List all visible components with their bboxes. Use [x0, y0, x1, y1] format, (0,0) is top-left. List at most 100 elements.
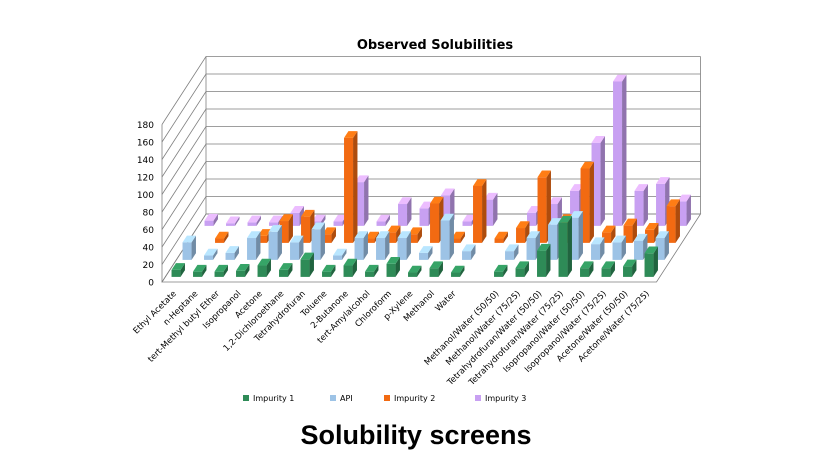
bar-side: [546, 243, 551, 277]
bar-impurity-3-0: [204, 213, 218, 226]
bar-side: [342, 248, 347, 260]
bar-front: [591, 244, 601, 260]
bar-side: [600, 237, 605, 260]
bar-side: [395, 256, 400, 277]
bar-side: [245, 263, 250, 277]
bar-impurity-3-1: [226, 216, 240, 226]
bar-top: [591, 237, 605, 245]
bar-side: [256, 215, 261, 226]
bar-side: [234, 246, 239, 260]
bar-api-4: [268, 225, 282, 260]
bar-side: [589, 161, 594, 243]
bar-front: [526, 238, 536, 260]
y-tick-label: 20: [143, 261, 155, 271]
bar-front: [398, 204, 408, 226]
legend-label-2: Impurity 2: [394, 394, 435, 403]
bar-side: [277, 225, 282, 260]
bar-impurity-1-8: [343, 258, 357, 277]
bar-impurity-1-4: [257, 258, 271, 277]
bar-front: [290, 242, 300, 260]
bar-impurity-1-1: [193, 264, 207, 277]
bar-side: [653, 246, 658, 277]
bar-impurity-3-19: [613, 74, 627, 226]
bar-impurity-1-15: [494, 264, 508, 277]
bar-side: [364, 175, 369, 226]
bar-impurity-2-20: [623, 218, 637, 243]
bar-top: [494, 264, 508, 272]
bar-top: [333, 214, 347, 222]
bar-top: [429, 261, 443, 269]
bar-front: [333, 255, 343, 260]
bar-impurity-1-5: [279, 263, 293, 277]
bar-front: [236, 270, 246, 277]
bar-side: [578, 211, 583, 260]
bar-top: [515, 261, 529, 269]
bar-side: [460, 265, 465, 277]
bar-top: [300, 252, 314, 260]
bar-front: [257, 265, 267, 277]
y-tick-label: 60: [143, 226, 155, 236]
bar-top: [290, 205, 304, 213]
bar-front: [429, 268, 439, 277]
y-tick-label: 160: [137, 139, 154, 149]
bar-side: [213, 248, 218, 260]
y-tick-label: 40: [143, 244, 155, 254]
bar-side: [589, 261, 594, 277]
bar-side: [385, 231, 390, 260]
bar-api-0: [182, 235, 196, 260]
bar-impurity-3-8: [376, 214, 390, 226]
bar-front: [473, 186, 483, 243]
bar-impurity-1-20: [601, 261, 615, 277]
bar-top: [398, 197, 412, 205]
bar-side: [524, 261, 529, 277]
bar-impurity-1-0: [171, 263, 185, 277]
bar-side: [256, 231, 261, 260]
bar-top: [312, 214, 326, 222]
bar-side: [223, 264, 228, 277]
bar-side: [503, 264, 508, 277]
bar-side: [503, 231, 508, 243]
bar-front: [311, 229, 321, 260]
bar-front: [623, 266, 633, 277]
bar-side: [611, 225, 616, 243]
bar-impurity-1-2: [214, 264, 228, 277]
bar-api-2: [225, 246, 239, 260]
bar-api-11: [419, 246, 433, 260]
bar-side: [482, 179, 487, 243]
bar-top: [322, 227, 336, 235]
bar-api-5: [290, 235, 304, 260]
bar-impurity-1-13: [451, 265, 465, 277]
bar-front: [171, 269, 181, 277]
bar-side: [460, 231, 465, 243]
bar-side: [235, 216, 240, 226]
y-tick-label: 80: [143, 209, 155, 219]
bar-impurity-3-2: [247, 215, 261, 226]
bar-side: [407, 197, 412, 226]
bar-top: [580, 261, 594, 269]
bar-side: [621, 235, 626, 260]
bar-top: [623, 218, 637, 226]
bar-front: [612, 242, 622, 260]
bar-front: [634, 190, 644, 226]
bar-impurity-1-22: [644, 246, 658, 277]
bar-top: [257, 258, 271, 266]
bar-top: [365, 231, 379, 239]
bar-top: [376, 231, 390, 239]
bar-api-9: [376, 231, 390, 260]
bar-side: [493, 192, 498, 226]
bar-top: [408, 227, 422, 235]
bar-front: [537, 177, 547, 243]
bar-top: [473, 179, 487, 187]
bar-top: [548, 197, 562, 205]
bar-top: [182, 235, 196, 243]
bar-top: [386, 256, 400, 264]
bar-top: [570, 184, 584, 191]
bar-front: [322, 271, 332, 277]
bar-side: [632, 259, 637, 277]
bar-front: [193, 271, 203, 277]
bar-top: [215, 231, 229, 239]
bar-side: [374, 264, 379, 277]
bar-side: [363, 231, 368, 260]
bar-top: [558, 215, 572, 223]
bar-front: [515, 268, 525, 277]
